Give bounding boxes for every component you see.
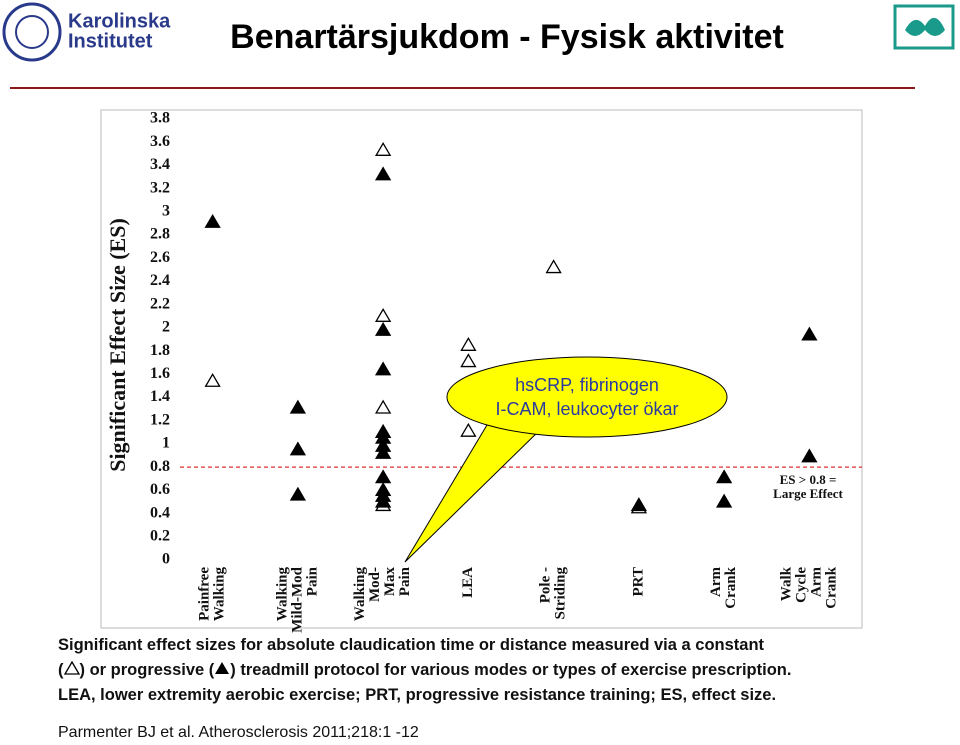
y-tick-label: 3.2 xyxy=(150,179,170,196)
slide-graphics: Karolinska Institutet Benartärsjukdom - … xyxy=(2,2,955,633)
y-tick-label: 1.8 xyxy=(150,342,170,359)
x-tick-label: Walking xyxy=(274,567,290,622)
callout-text: I-CAM, leukocyter ökar xyxy=(495,399,678,419)
y-tick-label: 3.6 xyxy=(150,133,170,150)
filled-triangle-icon xyxy=(215,662,230,674)
triangle-point xyxy=(460,422,477,437)
y-tick-label: 3.4 xyxy=(150,156,170,173)
logo-text: Institutet xyxy=(68,30,153,52)
y-tick-label: 0.6 xyxy=(150,481,170,498)
x-tick-label: Walking xyxy=(212,567,228,622)
caption-text: ) or progressive ( xyxy=(79,661,215,679)
caption-text: ( xyxy=(58,661,64,679)
y-tick-label: 0.8 xyxy=(150,458,170,475)
x-tick-label: Pain xyxy=(304,566,320,596)
triangle-point xyxy=(374,399,392,414)
caption-line: ( ) or progressive ( ) treadmill protocol … xyxy=(58,660,792,680)
y-axis-label: Significant Effect Size (ES) xyxy=(105,218,130,472)
triangle-point xyxy=(204,213,221,228)
callout-bubble xyxy=(446,356,728,438)
y-tick-label: 1.6 xyxy=(150,365,170,382)
caption-line: Significant effect sizes for absolute cl… xyxy=(58,636,765,654)
y-tick-label: 0 xyxy=(162,551,170,568)
x-tick-label: Walking xyxy=(352,567,368,622)
slide-title: Benartärsjukdom - Fysisk aktivitet xyxy=(230,18,784,56)
logo-seal xyxy=(2,2,62,62)
caption-text: ) treadmill protocol for various modes o… xyxy=(230,661,792,679)
x-tick-label: Max xyxy=(382,567,398,597)
y-tick-label: 2 xyxy=(162,319,170,336)
callout-seam xyxy=(490,420,545,426)
triangle-point xyxy=(715,493,733,508)
triangle-point xyxy=(289,441,307,456)
x-tick-label: Arm xyxy=(808,567,824,597)
threshold-label: Large Effect xyxy=(773,486,843,501)
y-tick-label: 1.4 xyxy=(150,388,170,405)
triangle-point xyxy=(801,326,818,341)
y-tick-label: 0.2 xyxy=(150,527,170,544)
y-tick-label: 2.6 xyxy=(150,249,170,266)
ki-logo: Karolinska Institutet xyxy=(2,2,171,62)
y-tick-label: 0.4 xyxy=(150,504,170,521)
x-tick-label: PRT xyxy=(630,567,646,596)
y-tick-label: 1 xyxy=(162,435,170,452)
y-tick-label: 2.4 xyxy=(150,272,170,289)
y-tick-label: 2.8 xyxy=(150,226,170,243)
triangle-point xyxy=(374,361,392,376)
triangle-point xyxy=(374,307,392,322)
triangle-point xyxy=(374,444,392,459)
triangle-point xyxy=(801,448,818,463)
x-tick-label: Crank xyxy=(823,566,839,608)
triangle-point xyxy=(204,372,221,387)
triangle-point xyxy=(374,321,392,336)
chart-frame xyxy=(100,109,863,629)
triangle-point xyxy=(374,493,392,508)
open-triangle-icon xyxy=(63,660,80,675)
triangle-point xyxy=(374,142,392,156)
logo-text: Karolinska xyxy=(68,10,171,32)
right-logo-icon xyxy=(905,17,945,36)
x-tick-label: Striding xyxy=(553,567,569,620)
x-tick-label: Crank xyxy=(723,566,739,608)
y-tick-label: 3.8 xyxy=(150,110,170,127)
x-tick-label: Mod- xyxy=(367,567,383,602)
x-tick-label: Pain xyxy=(397,566,413,596)
x-tick-label: Walk xyxy=(778,566,794,601)
threshold-label: ES > 0.8 = xyxy=(780,472,837,487)
y-tick-label: 3 xyxy=(162,203,170,220)
x-tick-label: Cycle xyxy=(793,567,809,603)
x-tick-label: LEA xyxy=(460,567,476,598)
logo-seal-inner xyxy=(15,15,49,49)
y-tick-label: 1.2 xyxy=(150,411,170,428)
x-tick-label: Mild-Mod xyxy=(289,566,305,632)
triangle-point xyxy=(460,337,477,351)
x-tick-label: Painfree xyxy=(197,567,213,621)
triangle-point xyxy=(630,497,648,512)
triangle-point xyxy=(374,166,392,181)
y-tick-label: 2.2 xyxy=(150,295,170,312)
citation: Parmenter BJ et al. Atherosclerosis 2011… xyxy=(58,724,419,741)
caption-line: LEA, lower extremity aerobic exercise; P… xyxy=(58,686,777,704)
triangle-point xyxy=(545,259,562,274)
triangle-point xyxy=(715,469,733,484)
x-tick-label: Pole - xyxy=(538,567,554,603)
callout-text: hsCRP, fibrinogen xyxy=(515,375,659,395)
triangle-point xyxy=(289,486,307,501)
x-tick-label: Arm xyxy=(708,567,724,597)
triangle-point xyxy=(289,399,307,414)
triangle-point xyxy=(460,353,477,368)
